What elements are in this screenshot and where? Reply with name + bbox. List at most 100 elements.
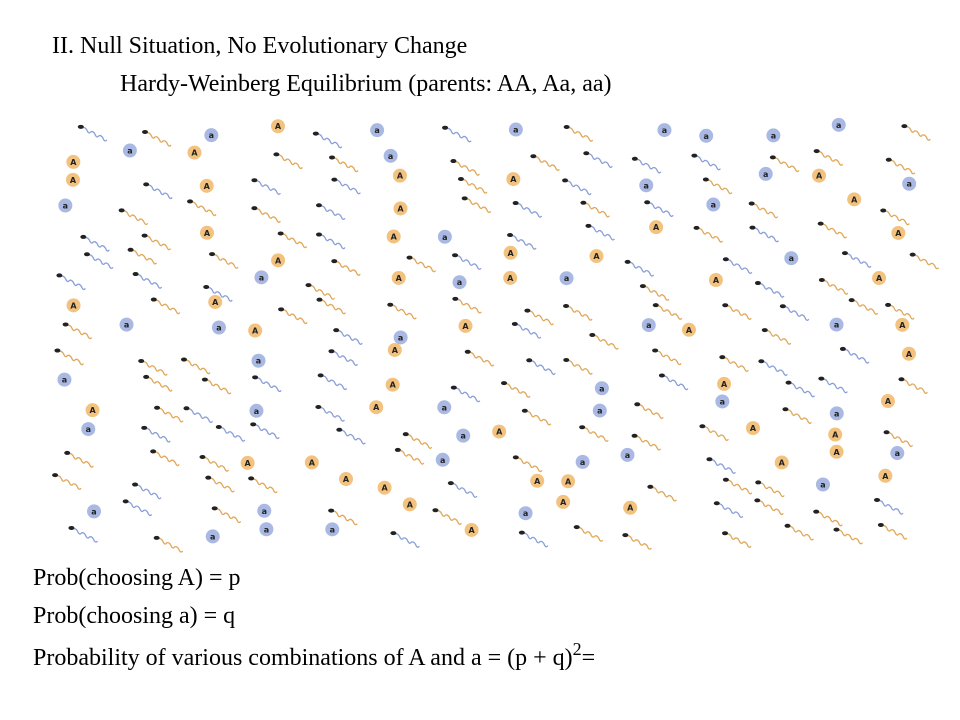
sperm-head <box>877 522 884 527</box>
egg <box>370 123 385 138</box>
formula-text: Probability of various combinations of A… <box>33 645 573 671</box>
sperm-tail <box>147 377 173 392</box>
sperm-head <box>328 508 335 513</box>
sperm-head <box>526 358 533 363</box>
egg <box>205 529 220 544</box>
sperm-tail <box>282 309 308 325</box>
sperm-tail <box>754 227 780 243</box>
sperm-head <box>722 303 729 308</box>
sperm-tail <box>853 300 879 315</box>
egg <box>831 117 846 132</box>
sperm-tail <box>154 451 180 467</box>
allele-label: a <box>513 126 518 135</box>
sperm-tail <box>530 360 556 376</box>
sperm-head <box>461 196 468 201</box>
sperm-head <box>719 355 726 360</box>
sperm-head <box>328 155 335 160</box>
sperm-tail <box>727 259 753 275</box>
egg <box>85 403 100 418</box>
sperm-tail <box>763 361 788 377</box>
sperm-head <box>312 131 319 136</box>
egg <box>248 323 263 338</box>
sperm-tail <box>590 225 615 241</box>
sperm-head <box>784 523 791 528</box>
sperm-head <box>647 484 654 489</box>
sperm-head <box>754 498 761 503</box>
sperm-tail <box>320 234 346 250</box>
sperm-head <box>631 433 638 438</box>
text-line: Prob(choosing a) = q <box>33 603 236 629</box>
sperm-head <box>315 203 322 208</box>
sperm-tail <box>888 432 914 448</box>
sperm-tail <box>629 261 655 277</box>
sperm-tail <box>142 361 168 376</box>
sperm-tail <box>636 158 662 174</box>
sperm-tail <box>903 379 928 394</box>
sperm-head <box>589 332 596 337</box>
sperm-tail <box>469 351 495 367</box>
allele-label: A <box>713 276 720 285</box>
sperm-tail <box>56 475 82 490</box>
allele-label: a <box>264 525 269 534</box>
sperm-head <box>62 322 69 327</box>
allele-label: a <box>440 456 445 465</box>
egg <box>199 178 214 193</box>
egg <box>65 172 80 187</box>
sperm-tail <box>207 287 233 302</box>
egg <box>259 522 274 537</box>
egg <box>847 192 862 207</box>
allele-label: A <box>373 403 380 412</box>
sperm-head <box>209 252 216 257</box>
sperm-tail <box>704 426 729 442</box>
allele-label: A <box>204 229 211 238</box>
sperm-head <box>691 153 698 158</box>
allele-label: a <box>374 126 379 135</box>
allele-label: A <box>191 149 198 158</box>
sperm-head <box>317 373 324 378</box>
egg <box>257 503 272 518</box>
egg <box>530 473 545 488</box>
sperm-head <box>452 296 459 301</box>
sperm-head <box>118 208 125 213</box>
sperm-head <box>315 232 322 237</box>
allele-label: a <box>771 131 776 140</box>
allele-label: a <box>644 181 649 190</box>
egg <box>240 455 255 470</box>
sperm-head <box>512 201 519 206</box>
allele-label: a <box>580 458 585 467</box>
sperm-tail <box>727 479 753 495</box>
allele-label: A <box>469 526 476 535</box>
sperm-tail <box>446 127 472 143</box>
sperm-tail <box>753 203 779 219</box>
sperm-head <box>153 535 160 540</box>
allele-label: A <box>70 176 77 185</box>
egg <box>815 477 830 492</box>
sperm-tail <box>724 357 749 372</box>
sperm-head <box>250 422 257 427</box>
sperm-tail <box>455 161 480 176</box>
sperm-head <box>758 359 765 364</box>
sperm-head <box>273 152 280 157</box>
sperm-head <box>127 247 134 252</box>
sperm-head <box>518 530 525 535</box>
sperm-tail <box>517 203 543 218</box>
allele-label: A <box>89 406 96 415</box>
egg <box>829 406 844 421</box>
egg <box>58 198 73 213</box>
allele-label: a <box>398 333 403 342</box>
egg <box>456 428 471 443</box>
sperm-tail <box>457 298 482 314</box>
egg <box>556 494 571 509</box>
sperm-head <box>634 402 641 407</box>
sperm-tail <box>878 500 904 515</box>
sperm-tail <box>333 157 359 173</box>
allele-label: A <box>275 256 282 265</box>
sperm-tail <box>627 535 652 550</box>
allele-label: A <box>721 380 728 389</box>
egg <box>902 176 917 191</box>
sperm-head <box>183 406 190 411</box>
sperm-head <box>585 223 592 228</box>
sperm-tail <box>663 375 689 391</box>
sperm-tail <box>726 305 752 320</box>
